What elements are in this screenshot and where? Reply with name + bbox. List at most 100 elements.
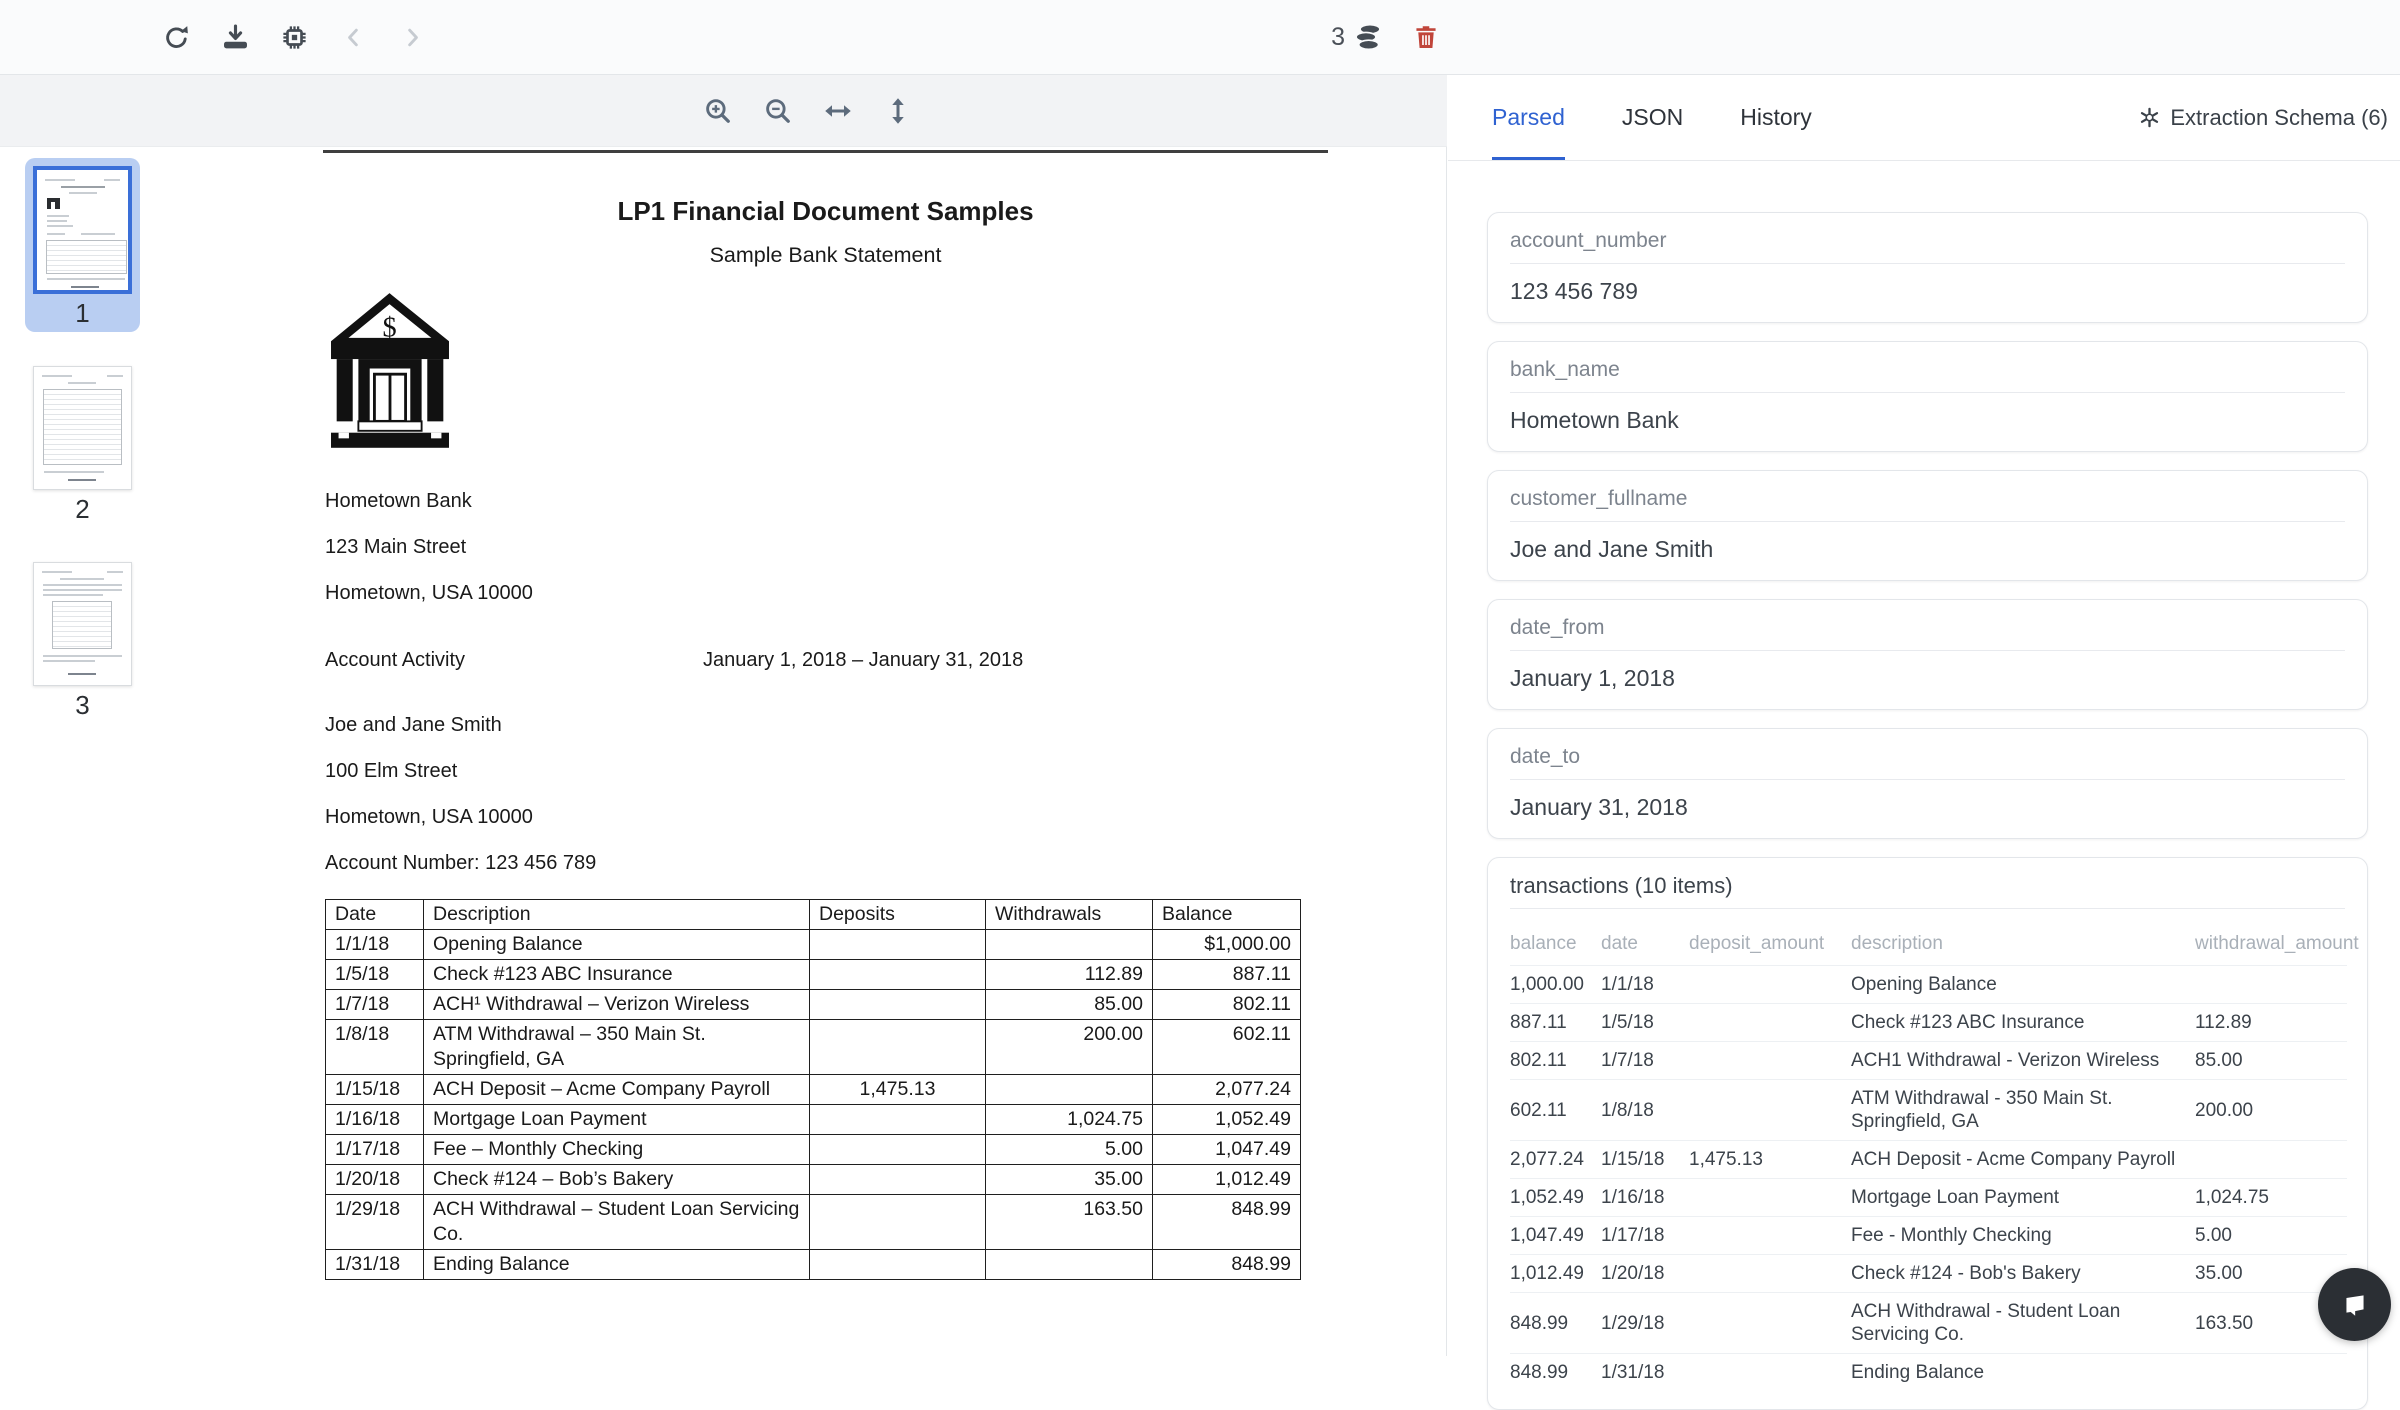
txn-cell-deposit-amount — [1689, 1179, 1851, 1217]
statement-table: Date Description Deposits Withdrawals Ba… — [325, 899, 1301, 1280]
statement-cell-balance: 887.11 — [1153, 960, 1301, 990]
openai-logo-icon — [2138, 106, 2161, 129]
refresh-button[interactable] — [160, 21, 192, 53]
statement-cell-balance: 1,052.49 — [1153, 1105, 1301, 1135]
txn-cell-description: Check #124 - Bob's Bakery — [1851, 1255, 2195, 1293]
statement-cell-description: Fee – Monthly Checking — [424, 1135, 810, 1165]
transaction-row: 1,000.00 1/1/18 Opening Balance — [1510, 966, 2347, 1004]
statement-cell-withdrawals: 112.89 — [986, 960, 1153, 990]
tab-json[interactable]: JSON — [1622, 75, 1683, 160]
thumbnail-page-3-number: 3 — [75, 686, 89, 724]
thumbnail-page-1-selected[interactable]: 1 — [25, 158, 140, 332]
statement-cell-deposits — [810, 1020, 986, 1075]
statement-cell-balance: 602.11 — [1153, 1020, 1301, 1075]
txn-cell-balance: 887.11 — [1510, 1004, 1601, 1042]
next-page-button[interactable] — [396, 21, 428, 53]
statement-cell-date: 1/16/18 — [326, 1105, 424, 1135]
txn-cell-date: 1/1/18 — [1601, 966, 1689, 1004]
transactions-card: transactions (10 items) balance date dep… — [1487, 857, 2368, 1410]
customer-name-line: Joe and Jane Smith — [325, 715, 1326, 735]
transaction-row: 1,047.49 1/17/18 Fee - Monthly Checking … — [1510, 1217, 2347, 1255]
field-value[interactable]: 123 456 789 — [1510, 278, 2345, 304]
statement-row: 1/15/18 ACH Deposit – Acme Company Payro… — [326, 1075, 1301, 1105]
field-divider — [1510, 263, 2345, 264]
fit-height-button[interactable] — [882, 95, 914, 127]
statement-header-description: Description — [424, 900, 810, 930]
tab-history[interactable]: History — [1740, 75, 1812, 160]
field-card-date-to: date_to January 31, 2018 — [1487, 728, 2368, 839]
page-thumbnail-list: 1 2 — [0, 147, 165, 1356]
tab-parsed[interactable]: Parsed — [1492, 75, 1565, 160]
field-value[interactable]: Hometown Bank — [1510, 407, 2345, 433]
download-button[interactable] — [219, 21, 251, 53]
txn-cell-balance: 602.11 — [1510, 1080, 1601, 1141]
statement-cell-balance: 1,047.49 — [1153, 1135, 1301, 1165]
statement-cell-deposits — [810, 960, 986, 990]
txn-cell-withdrawal-amount: 85.00 — [2195, 1042, 2347, 1080]
parsed-fields-list: account_number 123 456 789 bank_name Hom… — [1448, 161, 2400, 1410]
credits-indicator: 3 — [1331, 21, 1384, 53]
statement-cell-deposits — [810, 1195, 986, 1250]
txn-cell-balance: 848.99 — [1510, 1293, 1601, 1354]
chevron-right-icon — [399, 24, 426, 51]
statement-cell-date: 1/5/18 — [326, 960, 424, 990]
field-name: account_number — [1510, 229, 2345, 253]
bank-street-line: 123 Main Street — [325, 537, 1326, 557]
transactions-title: transactions (10 items) — [1510, 874, 2345, 898]
fit-width-button[interactable] — [822, 95, 854, 127]
statement-cell-balance: 848.99 — [1153, 1250, 1301, 1280]
bank-logo: $ — [331, 293, 449, 461]
txn-cell-description: Check #123 ABC Insurance — [1851, 1004, 2195, 1042]
delete-document-button[interactable] — [1410, 21, 1442, 53]
txn-header-description: description — [1851, 933, 2195, 966]
field-divider — [1510, 779, 2345, 780]
txn-cell-description: Fee - Monthly Checking — [1851, 1217, 2195, 1255]
top-toolbar: 3 — [0, 0, 2400, 75]
txn-cell-date: 1/20/18 — [1601, 1255, 1689, 1293]
coins-icon — [1352, 21, 1384, 53]
field-divider — [1510, 650, 2345, 651]
field-value[interactable]: January 1, 2018 — [1510, 665, 2345, 691]
statement-cell-balance: 1,012.49 — [1153, 1165, 1301, 1195]
thumbnail-page-2[interactable]: 2 — [33, 366, 132, 528]
statement-cell-withdrawals: 5.00 — [986, 1135, 1153, 1165]
statement-cell-withdrawals: 1,024.75 — [986, 1105, 1153, 1135]
transactions-header-row: balance date deposit_amount description … — [1510, 933, 2347, 966]
statement-cell-deposits — [810, 930, 986, 960]
transaction-row: 1,052.49 1/16/18 Mortgage Loan Payment 1… — [1510, 1179, 2347, 1217]
txn-header-date: date — [1601, 933, 1689, 966]
statement-cell-description: Opening Balance — [424, 930, 810, 960]
txn-cell-description: Opening Balance — [1851, 966, 2195, 1004]
toolbar-left-group — [160, 0, 428, 74]
txn-cell-deposit-amount — [1689, 1354, 1851, 1392]
zoom-out-button[interactable] — [762, 95, 794, 127]
statement-cell-withdrawals — [986, 1250, 1153, 1280]
thumbnail-page-1-preview — [33, 166, 132, 294]
statement-header-deposits: Deposits — [810, 900, 986, 930]
statement-cell-deposits: 1,475.13 — [810, 1075, 986, 1105]
txn-cell-deposit-amount — [1689, 1042, 1851, 1080]
zoom-in-button[interactable] — [702, 95, 734, 127]
field-value[interactable]: Joe and Jane Smith — [1510, 536, 2345, 562]
thumbnail-page-2-preview — [33, 366, 132, 490]
extraction-schema-link[interactable]: Extraction Schema (6) — [2138, 75, 2388, 160]
statement-row: 1/29/18 ACH Withdrawal – Student Loan Se… — [326, 1195, 1301, 1250]
txn-cell-deposit-amount: 1,475.13 — [1689, 1141, 1851, 1179]
bank-name-line: Hometown Bank — [325, 491, 1326, 511]
account-activity-label: Account Activity — [325, 649, 465, 671]
previous-page-button[interactable] — [337, 21, 369, 53]
field-value[interactable]: January 31, 2018 — [1510, 794, 2345, 820]
txn-header-withdrawal-amount: withdrawal_amount — [2195, 933, 2347, 966]
field-divider — [1510, 521, 2345, 522]
thumbnail-page-3[interactable]: 3 — [33, 562, 132, 724]
process-button[interactable] — [278, 21, 310, 53]
chat-launcher-button[interactable] — [2318, 1268, 2391, 1341]
customer-address-block: Joe and Jane Smith 100 Elm Street Hometo… — [325, 715, 1326, 873]
statement-cell-balance: $1,000.00 — [1153, 930, 1301, 960]
statement-cell-description: Ending Balance — [424, 1250, 810, 1280]
customer-city-line: Hometown, USA 10000 — [325, 807, 1326, 827]
txn-cell-date: 1/31/18 — [1601, 1354, 1689, 1392]
statement-cell-description: ACH¹ Withdrawal – Verizon Wireless — [424, 990, 810, 1020]
transaction-row: 802.11 1/7/18 ACH1 Withdrawal - Verizon … — [1510, 1042, 2347, 1080]
field-divider — [1510, 392, 2345, 393]
